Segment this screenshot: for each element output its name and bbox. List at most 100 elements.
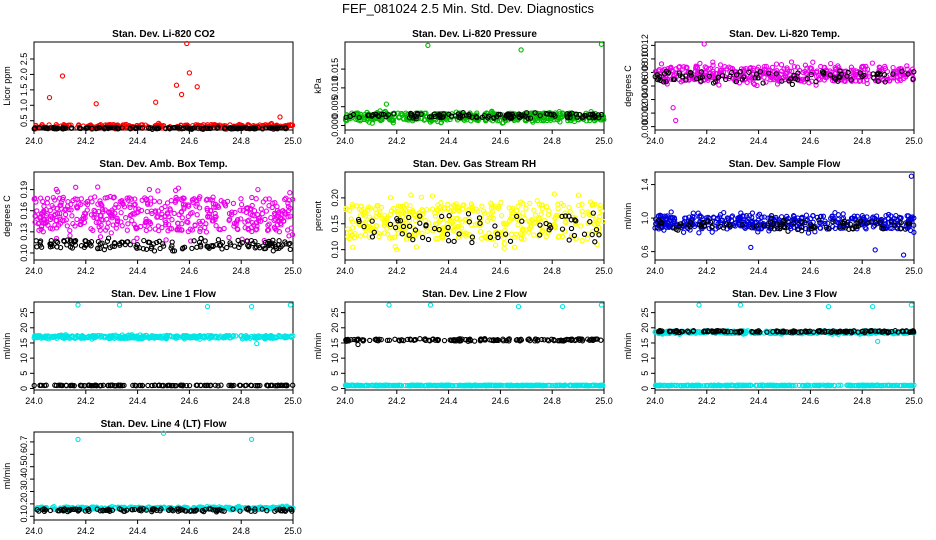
data-point xyxy=(785,215,791,222)
data-point xyxy=(431,225,438,232)
data-point xyxy=(817,225,823,231)
data-point xyxy=(831,75,837,81)
data-point xyxy=(210,218,216,224)
data-point xyxy=(741,74,747,80)
data-point xyxy=(350,225,356,231)
x-tick-label: 24.4 xyxy=(750,396,768,406)
data-point xyxy=(146,239,153,246)
data-point xyxy=(31,196,37,202)
x-tick-label: 24.2 xyxy=(77,136,95,146)
data-point-outlier xyxy=(383,101,390,107)
data-point xyxy=(177,124,183,130)
data-point xyxy=(259,126,266,132)
data-point xyxy=(851,328,857,334)
data-point xyxy=(768,225,774,231)
data-point xyxy=(139,122,145,128)
data-point xyxy=(593,226,600,233)
data-point xyxy=(124,195,130,201)
data-point-outlier xyxy=(116,302,123,308)
data-point xyxy=(356,114,362,121)
panel-title: Stan. Dev. Line 1 Flow xyxy=(111,289,216,300)
data-point xyxy=(95,184,101,190)
data-point xyxy=(412,217,419,224)
data-point xyxy=(252,245,258,251)
data-point xyxy=(851,74,857,80)
data-point xyxy=(482,336,488,342)
data-point xyxy=(183,382,190,389)
data-point xyxy=(731,220,737,227)
data-point xyxy=(260,243,266,249)
data-point xyxy=(83,125,90,131)
y-tick-label: 2.0 xyxy=(19,68,29,81)
data-point xyxy=(137,332,143,338)
data-point xyxy=(910,76,916,82)
data-point xyxy=(179,215,185,221)
data-point xyxy=(846,226,852,232)
data-point xyxy=(761,214,767,220)
data-point xyxy=(828,60,834,67)
data-point xyxy=(768,77,774,83)
data-point-outlier xyxy=(204,303,211,310)
panel-title: Stan. Dev. Line 3 Flow xyxy=(732,289,837,300)
data-point xyxy=(709,328,715,334)
data-point xyxy=(470,382,476,389)
data-point xyxy=(105,235,112,241)
x-tick-label: 24.8 xyxy=(543,396,561,406)
data-point xyxy=(62,207,68,213)
data-point xyxy=(864,220,870,227)
series-colored xyxy=(652,173,917,258)
data-point xyxy=(466,113,472,119)
data-point xyxy=(869,328,875,334)
data-point xyxy=(600,382,606,388)
data-point xyxy=(720,69,727,75)
data-point xyxy=(136,245,143,251)
data-point xyxy=(534,198,540,204)
data-point xyxy=(761,222,767,229)
data-point xyxy=(95,245,101,252)
data-point xyxy=(343,206,349,213)
data-point xyxy=(830,219,836,225)
data-point xyxy=(243,205,250,211)
data-point xyxy=(80,216,87,222)
data-point xyxy=(505,382,512,389)
data-point-outlier xyxy=(287,302,294,308)
x-tick-label: 24.0 xyxy=(25,266,43,276)
data-point xyxy=(722,328,728,334)
data-point xyxy=(236,125,243,131)
data-point xyxy=(568,382,574,388)
data-point xyxy=(573,382,580,389)
data-point xyxy=(677,223,683,229)
data-point xyxy=(92,194,98,200)
data-point xyxy=(425,382,431,388)
data-point xyxy=(248,333,255,340)
data-point xyxy=(753,223,760,229)
data-point xyxy=(265,383,271,389)
data-point xyxy=(494,231,501,237)
data-point xyxy=(560,202,567,209)
data-point-outlier xyxy=(173,82,180,88)
data-point xyxy=(69,245,76,251)
data-point xyxy=(222,203,229,209)
data-point-outlier xyxy=(194,84,200,90)
data-point xyxy=(427,382,433,388)
data-point-outlier xyxy=(559,303,566,310)
y-tick-label: 0.010 xyxy=(330,77,340,100)
data-point xyxy=(671,216,678,222)
data-point-outlier xyxy=(598,302,605,308)
y-tick-label: 0.5 xyxy=(19,114,29,127)
data-point xyxy=(590,210,596,216)
y-tick-label: 0.000 xyxy=(330,114,340,137)
data-point xyxy=(726,222,733,228)
data-point xyxy=(97,198,103,204)
x-tick-label: 24.8 xyxy=(232,136,250,146)
data-point xyxy=(358,203,364,209)
data-point xyxy=(527,200,533,207)
data-point xyxy=(64,223,70,229)
plot-frame xyxy=(344,171,605,261)
data-point xyxy=(658,220,665,226)
data-point xyxy=(97,227,103,233)
data-point xyxy=(451,238,457,245)
data-point xyxy=(727,73,733,80)
series-black xyxy=(355,210,602,246)
